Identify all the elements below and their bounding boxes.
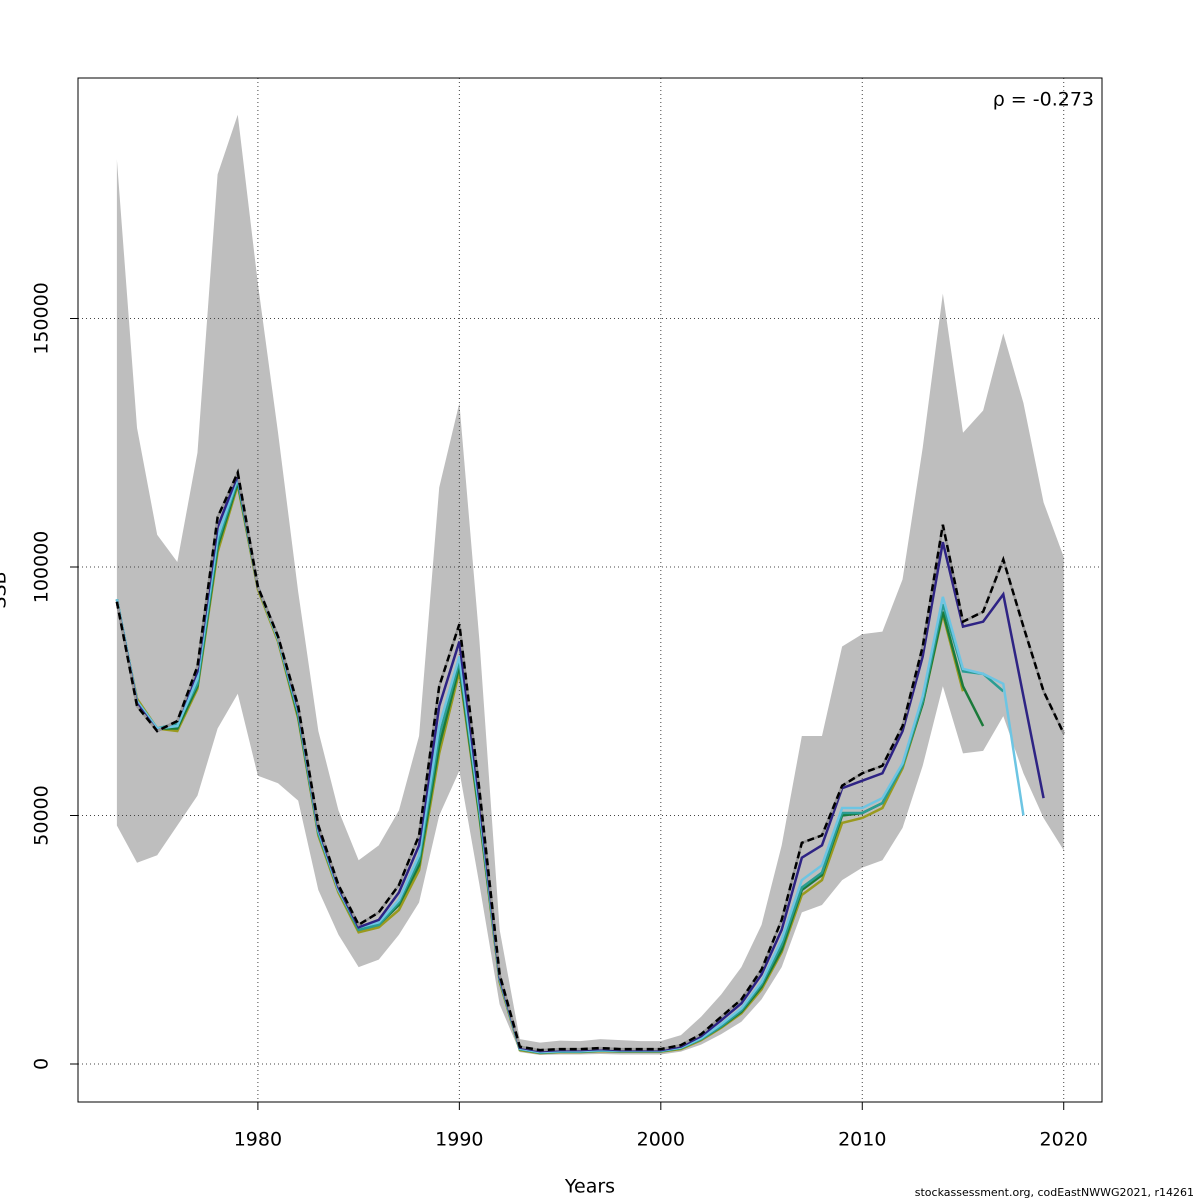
- y-tick-label: 50000: [31, 785, 53, 845]
- x-tick-label: 2020: [1040, 1129, 1088, 1151]
- y-tick-label: 150000: [31, 282, 53, 355]
- annotation: ρ = -0.273: [993, 89, 1094, 111]
- x-tick-label: 2000: [637, 1129, 685, 1151]
- x-tick-label: 1980: [234, 1129, 282, 1151]
- y-axis-label: SSB: [0, 571, 11, 608]
- x-tick-label: 1990: [435, 1129, 483, 1151]
- x-axis-label: Years: [564, 1176, 615, 1198]
- x-tick-label: 2010: [838, 1129, 886, 1151]
- series-line-base: [115, 468, 1065, 1052]
- confidence-band: [116, 114, 1064, 1056]
- plot-frame: [77, 77, 1103, 1103]
- y-tick-label: 100000: [31, 531, 53, 604]
- plot: 1980 1990 2000 2010 2020 0 50000 100000 150000: [31, 77, 1103, 1151]
- y-tick-label: 0: [31, 1058, 53, 1070]
- footer: stockassessment.org, codEastNWWG2021, r1…: [915, 1186, 1194, 1199]
